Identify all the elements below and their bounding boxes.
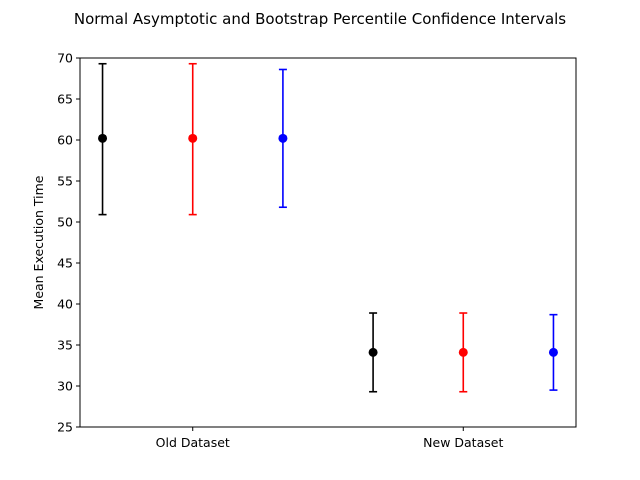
y-axis: 25 30 35 40 45 50 55 60 65 70 bbox=[57, 51, 80, 435]
mean-point bbox=[188, 133, 198, 143]
series-1 bbox=[98, 62, 378, 393]
mean-point bbox=[368, 347, 378, 357]
y-tick-label: 65 bbox=[57, 92, 73, 107]
mean-point bbox=[548, 347, 558, 357]
y-tick-label: 60 bbox=[57, 133, 73, 148]
mean-point bbox=[458, 347, 468, 357]
x-tick-label: New Dataset bbox=[423, 435, 503, 450]
y-tick-label: 25 bbox=[57, 420, 73, 435]
y-tick-label: 45 bbox=[57, 256, 73, 271]
y-tick-label: 55 bbox=[57, 174, 73, 189]
series-layer bbox=[98, 62, 558, 393]
chart-title: Normal Asymptotic and Bootstrap Percenti… bbox=[74, 10, 566, 28]
series-3 bbox=[278, 68, 558, 391]
x-tick-label: Old Dataset bbox=[156, 435, 230, 450]
y-tick-label: 30 bbox=[57, 379, 73, 394]
y-axis-label: Mean Execution Time bbox=[31, 175, 46, 309]
mean-point bbox=[98, 133, 108, 143]
series-2 bbox=[188, 62, 468, 393]
y-tick-label: 35 bbox=[57, 338, 73, 353]
y-tick-label: 70 bbox=[57, 51, 73, 66]
mean-point bbox=[278, 133, 288, 143]
x-axis: Old Dataset New Dataset bbox=[156, 427, 503, 450]
plot-frame bbox=[79, 57, 577, 428]
y-tick-label: 40 bbox=[57, 297, 73, 312]
y-tick-label: 50 bbox=[57, 215, 73, 230]
